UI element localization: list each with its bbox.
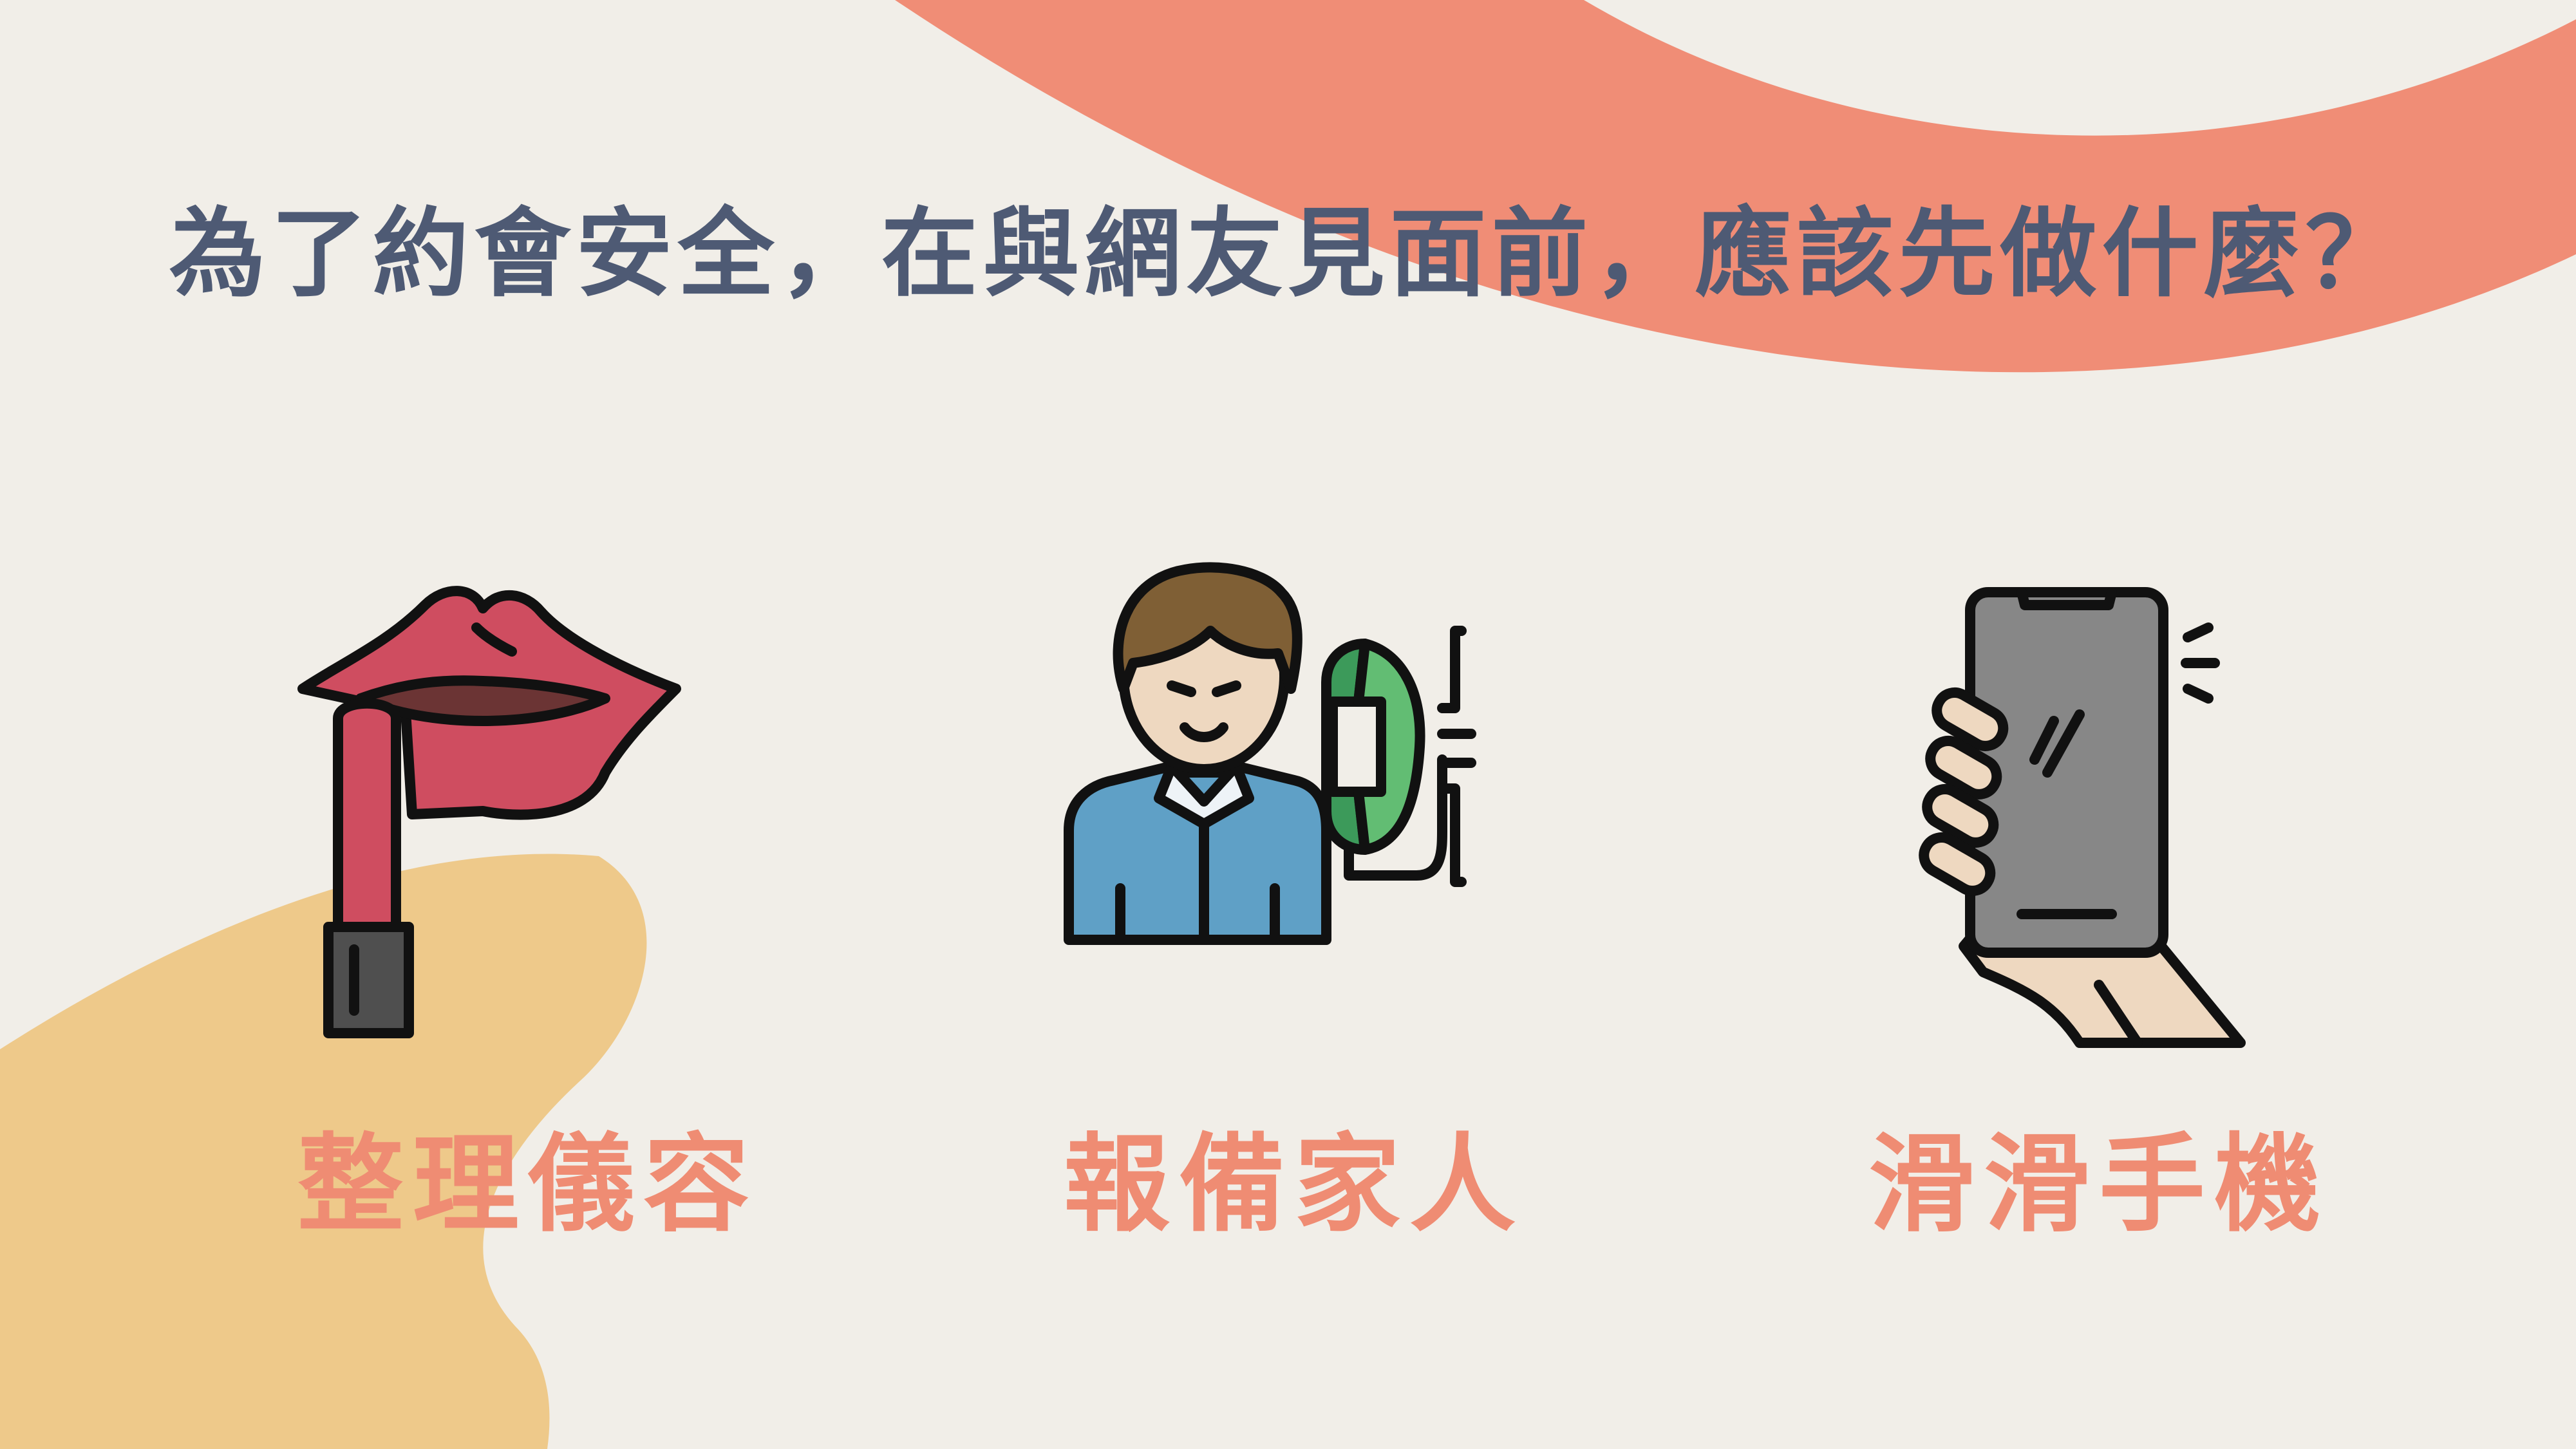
lipstick-lips-icon (297, 586, 681, 1038)
hand-holding-smartphone-icon (1919, 587, 2246, 1048)
option-label-grooming: 整理儀容 (297, 1123, 758, 1246)
option-label-phone-scrolling: 滑滑手機 (1868, 1123, 2329, 1246)
question-title: 為了約會安全，在與網友見面前，應該先做什麼？ (169, 198, 2407, 310)
person-phone-call-icon (1064, 562, 1476, 945)
option-label-inform-family: 報備家人 (1064, 1123, 1525, 1246)
salmon-arc-shape (895, 0, 2576, 373)
sand-blob-shape (0, 854, 647, 1449)
